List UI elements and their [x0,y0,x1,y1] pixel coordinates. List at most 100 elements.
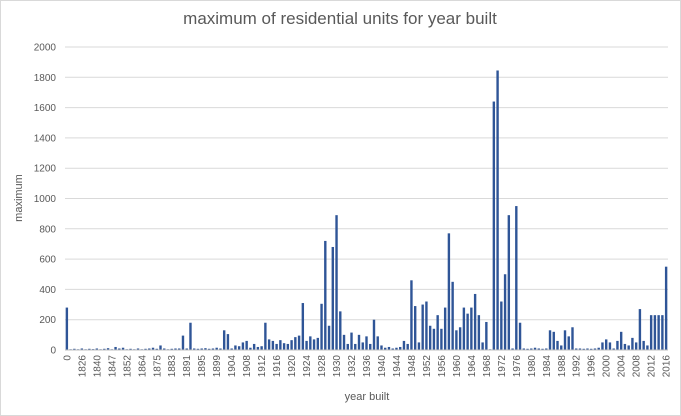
x-tick-label: 1956 [437,355,448,378]
bar [163,348,166,350]
bar [279,340,282,350]
bar [196,348,200,350]
bar [342,334,346,350]
bar [560,345,563,350]
bar [380,345,383,350]
x-tick-label: 2012 [647,355,658,378]
bar [185,348,188,350]
bar [361,342,364,350]
y-tick-label: 600 [39,255,56,266]
x-tick-label: 1916 [272,355,283,378]
bar [230,348,233,350]
bar [234,345,237,350]
bar [485,321,488,350]
bar [200,348,203,350]
bar [586,348,589,350]
bar [421,304,424,350]
y-tick-label: 400 [39,285,56,296]
bar [522,348,526,350]
bar [264,322,267,350]
bar [571,327,574,350]
x-tick-label: 1840 [92,355,103,378]
x-tick-label: 1964 [467,355,478,378]
y-tick-label: 0 [50,346,56,357]
bar [541,348,544,350]
bar [661,315,664,350]
bar [642,340,645,350]
x-tick-label: 1948 [407,355,418,378]
bar [470,307,473,350]
x-tick-label: 1930 [332,355,343,378]
bar [324,240,327,350]
bar [331,246,334,350]
bar [443,307,447,350]
bar [320,303,323,350]
bar [638,309,642,350]
x-tick-label: 1976 [512,355,523,378]
y-tick-label: 2000 [34,43,57,54]
bar [369,343,372,350]
bar [372,319,376,350]
bar [189,322,192,350]
bar [384,347,387,350]
x-tick-label: 1826 [77,355,88,378]
x-tick-label: 1968 [482,355,493,378]
x-tick-label: 1996 [587,355,598,378]
bar [260,346,263,350]
bar [106,348,110,350]
x-tick-label: 1847 [107,355,118,378]
bar [477,315,481,350]
bar [148,348,151,350]
bar [440,328,443,350]
x-tick-label: 1920 [287,355,298,378]
bar [114,346,117,350]
bar [226,334,230,350]
y-tick-label: 1200 [34,164,57,175]
bar [249,347,252,350]
bar [537,348,540,350]
bar [181,335,185,350]
bar [159,345,162,350]
bar [515,206,518,350]
bar [567,336,570,350]
bar [575,348,578,350]
bar [545,348,548,350]
bar [207,348,211,350]
x-tick-label: 1944 [392,355,403,378]
bar [608,342,612,350]
bar [413,306,417,350]
x-tick-label: 1891 [182,355,193,378]
x-tick-label: 1940 [377,355,388,378]
x-tick-label: 2004 [617,355,628,378]
bar [309,336,312,350]
bar [65,307,69,350]
bar [365,336,368,350]
x-tick-label: 1932 [347,355,358,378]
bar [144,348,147,350]
x-tick-label: 1883 [167,355,178,378]
bar [590,348,593,350]
chart-title: maximum of residential units for year bu… [183,9,497,28]
bar [593,348,597,350]
y-tick-label: 1400 [34,133,57,144]
bar [204,348,207,350]
x-tick-label: 1936 [362,355,373,378]
bar [496,70,499,351]
bar [425,301,428,350]
bar [245,340,248,350]
x-tick-label: 1984 [542,355,553,378]
bar [387,346,391,350]
bar [73,348,76,350]
y-tick-label: 1000 [34,194,57,205]
bar [507,215,511,350]
bar [170,348,173,350]
bar [552,331,555,350]
bar [616,340,619,350]
bar [619,331,623,350]
bar [211,348,215,350]
bar [548,330,552,350]
x-tick-label: 1875 [152,355,163,378]
bar [466,313,469,350]
bar [267,339,271,350]
